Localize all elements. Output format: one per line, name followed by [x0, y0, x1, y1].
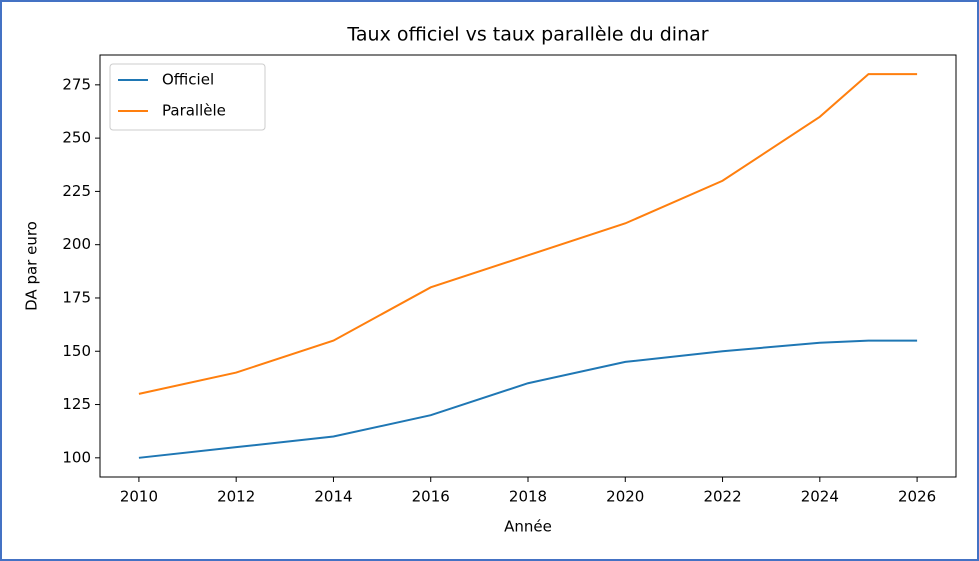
legend-box — [109, 63, 266, 131]
x-tick-label: 2020 — [606, 488, 644, 506]
y-tick-label: 125 — [62, 395, 91, 413]
x-tick-label: 2026 — [898, 488, 936, 506]
x-tick-label: 2014 — [314, 488, 352, 506]
series-line — [138, 73, 918, 395]
x-tick-label: 2024 — [801, 488, 839, 506]
series-line — [138, 339, 918, 459]
y-tick-label: 275 — [62, 75, 91, 93]
y-tick-label: 100 — [62, 448, 91, 466]
y-tick-label: 175 — [62, 288, 91, 306]
x-tick-label: 2016 — [412, 488, 450, 506]
y-tick-label: 200 — [62, 235, 91, 253]
plot-area — [99, 54, 957, 478]
x-tick-label: 2012 — [217, 488, 255, 506]
x-axis-label: Année — [504, 518, 552, 536]
y-tick-label: 150 — [62, 342, 91, 360]
x-tick-label: 2022 — [703, 488, 741, 506]
x-tick-label: 2010 — [120, 488, 158, 506]
x-tick-label: 2018 — [509, 488, 547, 506]
y-tick-label: 250 — [62, 129, 91, 147]
y-tick-label: 225 — [62, 182, 91, 200]
chart-title: Taux officiel vs taux parallèle du dinar — [346, 24, 708, 46]
legend-label: Officiel — [162, 71, 214, 89]
y-axis-label: DA par euro — [23, 221, 41, 311]
legend-label: Parallèle — [162, 102, 226, 120]
